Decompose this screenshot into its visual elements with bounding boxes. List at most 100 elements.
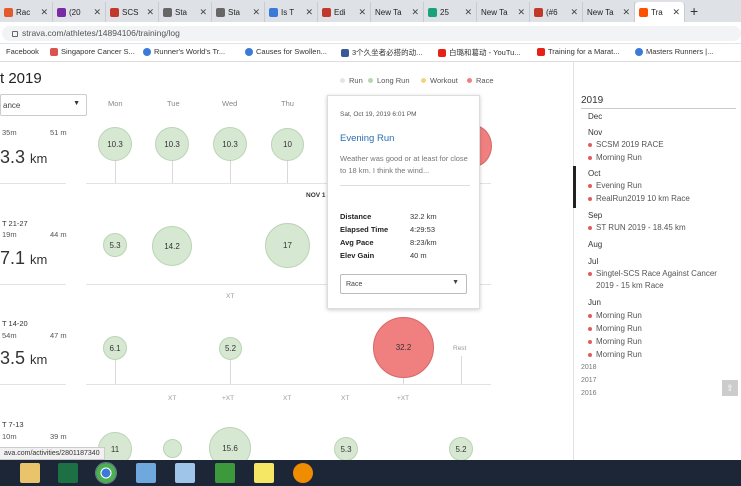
cross-training-label: +XT — [397, 395, 410, 402]
close-tab-icon[interactable]: ✕ — [672, 6, 680, 17]
browser-tab[interactable]: Rac ✕ — [0, 2, 53, 22]
sidebar-activity[interactable]: SCSM 2019 RACE — [588, 139, 664, 151]
activity-bubble[interactable]: 17 — [265, 223, 310, 268]
activity-bubble[interactable]: 10 — [271, 128, 304, 161]
activity-bubble[interactable] — [163, 439, 182, 458]
sidebar-month[interactable]: Jul — [588, 257, 599, 266]
bookmark[interactable]: Causes for Swollen... — [245, 47, 327, 56]
bookmark-favicon-icon — [143, 47, 151, 56]
close-tab-icon[interactable]: ✕ — [146, 6, 154, 17]
sidebar-month[interactable]: Dec — [588, 112, 603, 121]
activity-bubble[interactable]: 10.3 — [213, 127, 247, 161]
activity-bubble[interactable]: 6.1 — [103, 336, 127, 360]
legend-dot — [421, 78, 426, 83]
bookmark[interactable]: Singapore Cancer S... — [50, 47, 135, 56]
race-bubble[interactable]: 32.2 — [373, 317, 434, 378]
sidebar-activity[interactable]: RealRun2019 10 km Race — [588, 193, 690, 205]
sidebar-activity[interactable]: Morning Run — [588, 336, 642, 348]
browser-tab[interactable]: New Ta ✕ — [371, 2, 424, 22]
bookmark[interactable]: Training for a Marat... — [537, 47, 619, 56]
photos-icon[interactable] — [136, 463, 156, 483]
sidebar-month[interactable]: Oct — [588, 169, 601, 178]
week-distance: 7.1 km — [0, 248, 48, 268]
bookmark[interactable]: 白璐和葛动 - YouTu... — [438, 47, 521, 58]
close-tab-icon[interactable]: ✕ — [305, 6, 313, 17]
sidebar-activity[interactable]: Morning Run — [588, 323, 642, 335]
bookmark[interactable]: Runner's World's Tr... — [143, 47, 225, 56]
browser-tab[interactable]: New Ta ✕ — [477, 2, 530, 22]
run-type-select[interactable]: Race ▼ — [340, 274, 467, 294]
week-divider — [0, 384, 66, 385]
bookmark[interactable]: Masters Runners |... — [635, 47, 713, 56]
sidebar-activity[interactable]: ST RUN 2019 - 18.45 km — [588, 222, 686, 234]
new-tab-button[interactable]: + — [690, 3, 699, 19]
sidebar-activity[interactable]: Singtel-SCS Race Against Cancer 2019 - 1… — [588, 268, 718, 292]
sidebar-year-link[interactable]: 2018 — [581, 364, 597, 371]
sidebar-year[interactable]: 2019 — [581, 95, 604, 106]
close-tab-icon[interactable]: ✕ — [93, 6, 101, 17]
paint-icon[interactable] — [175, 463, 195, 483]
close-tab-icon[interactable]: ✕ — [517, 6, 525, 17]
close-tab-icon[interactable]: ✕ — [570, 6, 578, 17]
browser-tab[interactable]: New Ta ✕ — [583, 2, 635, 22]
stat-avg-pace: Avg Pace 8:23/km — [340, 238, 437, 247]
legend-race: Race — [467, 76, 494, 85]
browser-tab[interactable]: Is T ✕ — [265, 2, 318, 22]
activity-date: Sat, Oct 19, 2019 6:01 PM — [340, 111, 417, 118]
activity-bubble[interactable]: 5.2 — [219, 337, 242, 360]
sticky-notes-icon[interactable] — [254, 463, 274, 483]
activity-bubble[interactable]: 15.6 — [209, 427, 251, 460]
activity-title-link[interactable]: Evening Run — [340, 133, 395, 144]
activity-bubble[interactable]: 5.3 — [103, 233, 127, 257]
browser-tab[interactable]: (20 ✕ — [53, 2, 106, 22]
bookmark[interactable]: Facebook — [6, 47, 39, 56]
url-field[interactable]: strava.com/athletes/14894106/training/lo… — [2, 26, 741, 41]
activity-bubble[interactable]: 10.3 — [155, 127, 189, 161]
scroll-to-top-button[interactable]: ⇧ — [722, 380, 738, 396]
browser-tab[interactable]: Sta ✕ — [159, 2, 212, 22]
browser-tab[interactable]: SCS ✕ — [106, 2, 159, 22]
sidebar-month[interactable]: Aug — [588, 240, 603, 249]
close-tab-icon[interactable]: ✕ — [40, 6, 48, 17]
sidebar-activity[interactable]: Evening Run — [588, 180, 642, 192]
week-divider — [86, 284, 491, 285]
close-tab-icon[interactable]: ✕ — [199, 6, 207, 17]
cross-training-label: XT — [341, 395, 350, 402]
firefox-icon[interactable] — [293, 463, 313, 483]
browser-tab[interactable]: (#6 ✕ — [530, 2, 583, 22]
sidebar-activity[interactable]: Morning Run — [588, 349, 642, 361]
excel-icon[interactable] — [58, 463, 78, 483]
day-stem — [403, 378, 404, 384]
browser-tab[interactable]: Edi ✕ — [318, 2, 371, 22]
close-tab-icon[interactable]: ✕ — [622, 6, 630, 17]
browser-tab-active[interactable]: Tra ✕ — [635, 2, 685, 22]
chrome-icon[interactable] — [95, 462, 117, 484]
sidebar-activity[interactable]: Morning Run — [588, 152, 642, 164]
activity-bubble[interactable]: 14.2 — [152, 226, 192, 266]
week-distance: 3.5 km — [0, 348, 48, 368]
calculator-icon[interactable] — [215, 463, 235, 483]
activity-bubble[interactable]: 5.2 — [449, 437, 473, 460]
legend-dot — [368, 78, 373, 83]
sidebar-month[interactable]: Nov — [588, 128, 603, 137]
close-tab-icon[interactable]: ✕ — [358, 6, 366, 17]
sidebar-month[interactable]: Jun — [588, 298, 601, 307]
browser-tab[interactable]: 25 ✕ — [424, 2, 477, 22]
youtube-icon — [537, 47, 545, 56]
browser-tab[interactable]: Sta ✕ — [212, 2, 265, 22]
close-tab-icon[interactable]: ✕ — [411, 6, 419, 17]
sport-type-select[interactable]: ance ▼ — [0, 94, 87, 116]
close-tab-icon[interactable]: ✕ — [464, 6, 472, 17]
sidebar-year-link[interactable]: 2016 — [581, 390, 597, 397]
sidebar-month[interactable]: Sep — [588, 211, 603, 220]
week-divider — [0, 284, 66, 285]
sidebar-activity[interactable]: Morning Run — [588, 310, 642, 322]
bookmark[interactable]: 3个久坐者必搭的动... — [341, 47, 422, 58]
sidebar-year-link[interactable]: 2017 — [581, 377, 597, 384]
close-tab-icon[interactable]: ✕ — [252, 6, 260, 17]
activity-bubble[interactable]: 5.3 — [334, 437, 358, 460]
file-explorer-icon[interactable] — [20, 463, 40, 483]
day-stem — [115, 359, 116, 384]
activity-bubble[interactable]: 10.3 — [98, 127, 132, 161]
bookmark-favicon-icon — [635, 47, 643, 56]
